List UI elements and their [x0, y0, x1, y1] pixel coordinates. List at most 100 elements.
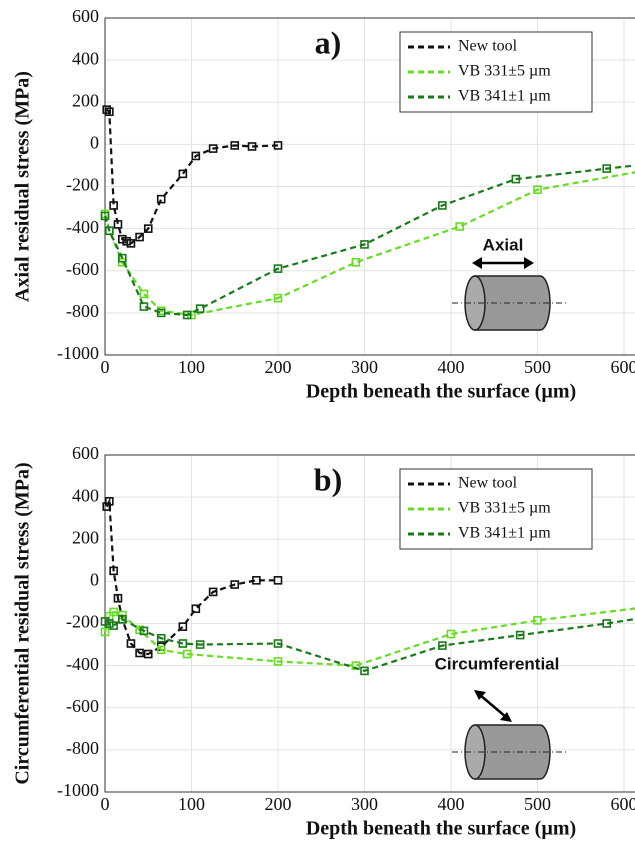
y-tick-label: 200	[72, 90, 99, 110]
y-tick-label: -1000	[57, 343, 99, 363]
data-point	[135, 648, 144, 658]
data-point	[533, 185, 542, 194]
data-point	[118, 253, 127, 263]
x-tick-label: 0	[101, 357, 110, 377]
data-point	[100, 617, 110, 626]
data-point	[273, 293, 283, 303]
data-point	[105, 619, 114, 628]
data-point	[273, 141, 283, 150]
cylinder-body	[474, 275, 551, 331]
x-tick-label: 300	[351, 794, 378, 814]
series-line	[103, 164, 635, 317]
y-tick-label: -200	[66, 612, 99, 632]
x-tick-label: 300	[351, 357, 378, 377]
series-line	[105, 497, 278, 656]
y-tick-label: 600	[72, 6, 99, 26]
data-point	[100, 211, 110, 221]
data-point	[143, 224, 153, 233]
x-tick-label: 600	[611, 357, 635, 377]
data-point	[143, 649, 153, 659]
data-point	[135, 232, 144, 242]
data-point	[139, 302, 149, 311]
y-axis-label: Circumferential residual stress (MPa)	[12, 462, 34, 784]
data-point	[113, 593, 123, 603]
data-point	[438, 201, 447, 210]
x-tick-label: 400	[438, 794, 465, 814]
x-tick-label: 0	[101, 794, 110, 814]
data-point	[102, 105, 112, 114]
data-point	[156, 194, 166, 204]
data-point	[252, 576, 261, 585]
data-point	[515, 630, 525, 640]
y-tick-label: 400	[72, 48, 99, 68]
data-point	[360, 666, 369, 676]
data-point	[446, 629, 456, 639]
axes-frame	[104, 454, 635, 793]
data-point	[178, 639, 188, 648]
icon-label: Axial	[483, 235, 524, 254]
x-tick-label: 400	[438, 357, 465, 377]
data-point	[113, 220, 123, 229]
data-point	[122, 236, 131, 246]
legend-label: VB 341±1 µm	[458, 88, 551, 105]
x-tick-label: 200	[265, 357, 292, 377]
data-point	[533, 616, 542, 625]
data-point	[139, 626, 149, 636]
x-tick-label: 100	[178, 794, 205, 814]
x-axis-label: Depth beneath the surface (µm)	[306, 818, 576, 840]
data-point	[273, 657, 283, 666]
data-point	[109, 201, 118, 210]
data-point	[102, 502, 112, 511]
data-point	[455, 222, 464, 231]
data-point	[438, 641, 447, 650]
series-line	[103, 607, 635, 667]
y-tick-label: -400	[66, 654, 99, 674]
data-point	[230, 141, 240, 150]
data-point	[105, 226, 114, 236]
data-point	[156, 308, 166, 318]
y-tick-label: 0	[90, 133, 99, 153]
data-point	[118, 234, 127, 244]
data-point	[273, 639, 283, 648]
panel-label: b)	[314, 461, 342, 497]
y-tick-label: 600	[72, 443, 99, 463]
data-point	[195, 304, 205, 313]
data-point	[273, 576, 283, 585]
data-point	[195, 640, 205, 649]
cylinder-body	[474, 724, 551, 780]
arrow-head	[474, 690, 512, 722]
y-tick-label: 0	[90, 570, 99, 590]
y-tick-label: 200	[72, 527, 99, 547]
y-tick-label: -200	[66, 175, 99, 195]
data-point	[105, 497, 114, 506]
y-axis-label: Axial residual stress (MPa)	[12, 71, 34, 302]
y-tick-label: -400	[66, 217, 99, 237]
direction-arrow	[479, 694, 507, 718]
data-point	[230, 580, 240, 589]
y-tick-label: 400	[72, 485, 99, 505]
series-line	[106, 108, 279, 245]
y-tick-label: -600	[66, 696, 99, 716]
data-point	[118, 614, 127, 624]
data-point	[109, 621, 118, 630]
data-point	[511, 174, 521, 184]
data-point	[191, 604, 201, 614]
data-point	[126, 639, 136, 648]
data-point	[126, 239, 136, 248]
data-point	[360, 240, 369, 249]
y-tick-label: -800	[66, 301, 99, 321]
data-point	[208, 144, 218, 153]
y-tick-label: -600	[66, 259, 99, 279]
data-point	[178, 169, 188, 179]
x-tick-label: 600	[611, 794, 635, 814]
data-point	[182, 649, 192, 659]
data-point	[182, 310, 192, 320]
y-tick-label: -800	[66, 738, 99, 758]
data-point	[602, 164, 612, 173]
data-point	[109, 566, 118, 576]
panel-label: a)	[315, 24, 342, 60]
data-point	[273, 264, 283, 273]
x-tick-label: 500	[524, 794, 551, 814]
data-point	[178, 622, 188, 631]
